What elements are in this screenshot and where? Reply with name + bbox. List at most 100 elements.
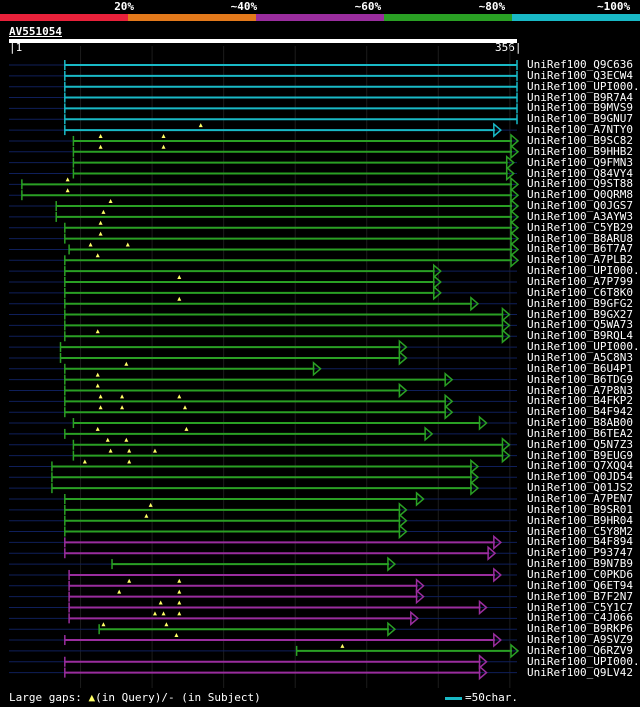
hit-label[interactable]: UniRef100_Q0JD54 [527, 470, 633, 484]
query-gap-label: (in Query)/ [95, 691, 168, 704]
hit-label[interactable]: UniRef100_C6T8K0 [527, 285, 633, 299]
hit-label[interactable]: UniRef100_C5Y1C7 [527, 600, 633, 614]
hsp-end-arrow [510, 198, 520, 214]
scale-label-4: ~80% [478, 0, 506, 13]
hsp-end-arrow [444, 372, 454, 388]
hsp-end-arrow [478, 654, 488, 670]
hit-label[interactable]: UniRef100_Q6RZV9 [527, 643, 633, 657]
hsp-end-arrow [470, 458, 480, 475]
hit-label[interactable]: UniRef100_B9HHB2 [527, 144, 633, 158]
query-bar [9, 39, 517, 43]
hit-label[interactable]: UniRef100_B9GX27 [527, 307, 633, 321]
query-gap-marker [108, 199, 113, 204]
query-gap-marker [98, 231, 103, 236]
hsp-end-arrow [510, 144, 520, 160]
hsp-end-arrow [398, 350, 408, 366]
query-gap-marker [127, 448, 132, 453]
hit-label[interactable]: UniRef100_Q7XQQ4 [527, 459, 633, 473]
query-gap-marker [98, 133, 103, 138]
hsp-end-arrow [510, 230, 520, 247]
hsp-end-arrow [510, 241, 520, 258]
hsp-end-arrow [501, 306, 511, 323]
hit-label[interactable]: UniRef100_B4F942 [527, 405, 633, 419]
query-gap-marker [177, 611, 182, 616]
hit-label[interactable]: UniRef100_Q9C636 [527, 58, 633, 71]
hit-label[interactable]: UniRef100_P93747 [527, 546, 633, 560]
query-gap-marker [98, 394, 103, 399]
identity-scale: 20% ~40% ~60% ~80% ~100% [0, 0, 640, 22]
hit-label[interactable]: UniRef100_A7NTY0 [527, 123, 633, 137]
query-title[interactable]: AV551054 [9, 25, 62, 38]
hit-label[interactable]: UniRef100_C4J066 [527, 611, 633, 625]
hit-label[interactable]: UniRef100_Q3ECW4 [527, 68, 633, 82]
query-gap-marker [177, 275, 182, 279]
hit-label[interactable]: UniRef100_B6T7A7 [527, 242, 633, 256]
hit-label[interactable]: UniRef100_B9SR01 [527, 502, 633, 516]
hit-label[interactable]: UniRef100_Q0QRM8 [527, 188, 633, 202]
hit-label[interactable]: UniRef100_Q01JS2 [527, 481, 633, 495]
query-end-tick: 356| [495, 41, 522, 54]
hit-label[interactable]: UniRef100_C0PKD6 [527, 567, 633, 581]
hit-label[interactable]: UniRef100_A9SVZ9 [527, 633, 633, 647]
query-gap-marker [88, 242, 93, 247]
hit-label[interactable]: UniRef100_Q84VY4 [527, 166, 633, 180]
hit-label[interactable]: UniRef100_B4FKP2 [527, 394, 633, 408]
hit-label[interactable]: UniRef100_C5YB29 [527, 220, 633, 234]
hit-label[interactable]: UniRef100_B9SC82 [527, 133, 633, 147]
hit-label[interactable]: UniRef100_B9RQL4 [527, 329, 633, 343]
hit-label[interactable]: UniRef100_UPI000... [527, 340, 640, 354]
hsp-end-arrow [510, 220, 520, 236]
query-gap-marker [120, 405, 125, 410]
hit-label[interactable]: UniRef100_B8ARU8 [527, 231, 633, 245]
hsp-end-arrow [387, 556, 397, 572]
hit-label[interactable]: UniRef100_C5Y8M2 [527, 524, 633, 538]
hit-label[interactable]: UniRef100_Q5WA73 [527, 318, 633, 332]
hit-label[interactable]: UniRef100_B4F894 [527, 535, 633, 549]
hit-label[interactable]: UniRef100_Q5N7Z3 [527, 437, 633, 451]
query-gap-marker [95, 383, 100, 388]
query-gap-marker [95, 372, 100, 377]
hsp-end-arrow [470, 469, 480, 485]
hsp-end-arrow [432, 285, 442, 301]
hit-label[interactable]: UniRef100_A7P799 [527, 275, 633, 288]
hit-label[interactable]: UniRef100_B6TDG9 [527, 372, 633, 386]
hit-label[interactable]: UniRef100_Q0JGS7 [527, 199, 633, 213]
hit-label[interactable]: UniRef100_Q9LV42 [527, 665, 633, 679]
hsp-end-arrow [415, 589, 425, 605]
hsp-end-arrow [510, 643, 520, 659]
hit-label[interactable]: UniRef100_A7P8N3 [527, 383, 633, 397]
hit-label[interactable]: UniRef100_A7PLB2 [527, 253, 633, 267]
hit-label[interactable]: UniRef100_A5C8N3 [527, 350, 633, 364]
hit-label[interactable]: UniRef100_B9EUG9 [527, 448, 633, 462]
hit-label[interactable]: UniRef100_B8AB00 [527, 416, 633, 430]
hsp-end-arrow [478, 664, 488, 681]
hit-label[interactable]: UniRef100_UPI000... [527, 654, 640, 668]
hit-label[interactable]: UniRef100_B6TEA2 [527, 426, 633, 440]
subject-gap-marker-icon: - [167, 691, 175, 704]
hit-label[interactable]: UniRef100_A7PEN7 [527, 492, 633, 505]
hit-label[interactable]: UniRef100_B9N7B9 [527, 557, 633, 571]
hit-label[interactable]: UniRef100_A3AYW3 [527, 209, 633, 223]
hsp-end-arrow [432, 263, 442, 279]
hit-label[interactable]: UniRef100_B6U4P1 [527, 361, 633, 375]
hsp-end-arrow [415, 578, 425, 594]
hit-label[interactable]: UniRef100_Q9ST88 [527, 177, 633, 191]
hit-label[interactable]: UniRef100_B9GFG2 [527, 296, 633, 310]
hit-label[interactable]: UniRef100_B9GNU7 [527, 112, 633, 126]
hsp-end-arrow [478, 415, 488, 431]
hit-label[interactable]: UniRef100_Q6ET94 [527, 578, 633, 592]
query-gap-marker [177, 589, 182, 594]
scale-label-5: ~100% [597, 0, 631, 13]
hit-label[interactable]: UniRef100_B9MVS9 [527, 101, 633, 115]
hit-label[interactable]: UniRef100_B9R7A4 [527, 90, 633, 104]
query-gap-marker [177, 578, 182, 583]
hit-label[interactable]: UniRef100_UPI000.. [527, 79, 640, 93]
hit-label[interactable]: UniRef100_B9RKP6 [527, 622, 633, 636]
scale-segment-4 [384, 14, 512, 21]
hit-label[interactable]: UniRef100_B7F2N7 [527, 589, 633, 603]
hit-label[interactable]: UniRef100_UPI000... [527, 264, 640, 278]
scale-segment-1 [0, 14, 128, 21]
hit-label[interactable]: UniRef100_Q9FMN3 [527, 155, 633, 169]
hit-label[interactable]: UniRef100_B9HR04 [527, 513, 633, 527]
query-gap-marker [177, 600, 182, 605]
